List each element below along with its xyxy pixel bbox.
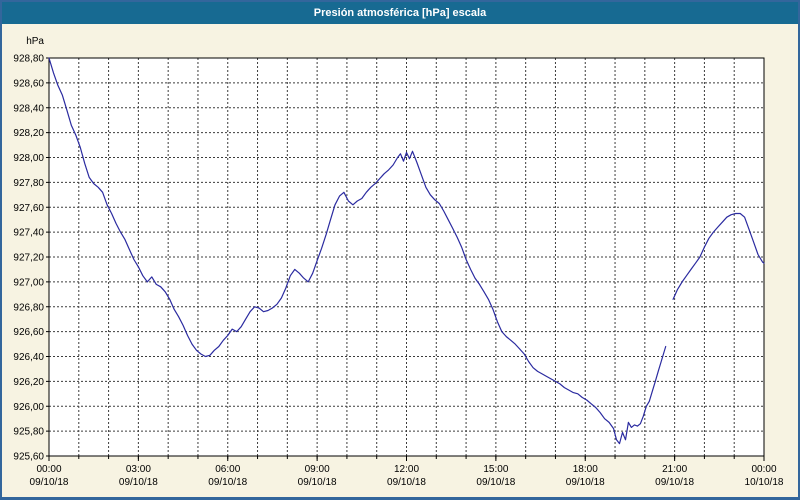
chart-title: Presión atmosférica [hPa] escala [313,7,487,19]
y-tick-label: 928,60 [13,78,44,89]
chart-svg: 928,80 928,60 928,40 928,20 928,00 927,80 927,… [13,36,784,488]
x-tick-time-label: 15:00 [483,464,508,475]
y-tick-label: 927,60 [13,203,44,214]
y-tick-label: 927,00 [13,277,44,288]
y-tick-label: 926,80 [13,302,44,313]
pressure-line-segment [672,212,765,300]
x-tick-date-label: 09/10/18 [566,477,605,488]
x-tick-time-label: 06:00 [215,464,240,475]
x-tick-time-label: 12:00 [394,464,419,475]
x-tick-date-label: 10/10/18 [745,477,784,488]
x-tick-date-label: 09/10/18 [119,477,158,488]
y-tick-label: 927,40 [13,228,44,239]
x-tick-time-label: 03:00 [126,464,151,475]
pressure-line-segment [48,57,667,445]
y-tick-label: 928,00 [13,153,44,164]
x-tick-date-label: 09/10/18 [476,477,515,488]
y-tick-label: 926,00 [13,402,44,413]
y-tick-label: 928,80 [13,54,44,65]
y-tick-label: 926,60 [13,327,44,338]
x-tick-time-label: 09:00 [305,464,330,475]
x-tick-date-label: 09/10/18 [208,477,247,488]
y-tick-label: 928,40 [13,103,44,114]
y-tick-label: 927,20 [13,253,44,264]
y-tick-label: 927,80 [13,178,44,189]
y-tick-label: 925,60 [13,452,44,463]
x-tick-time-label: 21:00 [662,464,687,475]
x-tick-date-label: 09/10/18 [298,477,337,488]
y-tick-label: 925,80 [13,427,44,438]
x-tick-time-label: 00:00 [36,464,61,475]
x-tick-date-label: 09/10/18 [387,477,426,488]
x-tick-date-label: 09/10/18 [655,477,694,488]
y-tick-label: 926,40 [13,352,44,363]
y-axis-unit-label: hPa [26,36,44,47]
bottom-bar [2,497,798,498]
y-tick-label: 928,20 [13,128,44,139]
chart-title-bar: Presión atmosférica [hPa] escala [2,2,798,24]
x-tick-date-label: 09/10/18 [30,477,69,488]
y-tick-label: 926,20 [13,377,44,388]
x-tick-time-label: 00:00 [751,464,776,475]
x-tick-time-label: 18:00 [573,464,598,475]
pressure-chart: 928,80 928,60 928,40 928,20 928,00 927,80 927,… [2,24,798,497]
